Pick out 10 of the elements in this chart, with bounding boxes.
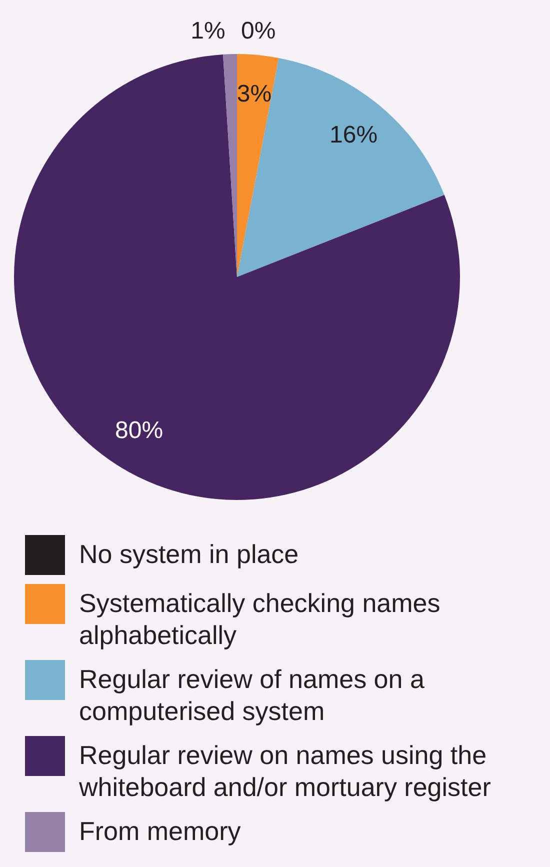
- text: 0%: [241, 18, 276, 45]
- legend-label: No system in place: [79, 538, 299, 570]
- data-label: 16%: [330, 122, 378, 149]
- legend-label: Regular review of names on a computerised system: [79, 663, 426, 727]
- legend-label: Systematically checking names alphabetically: [79, 587, 442, 651]
- legend-label: Regular review on names using the whiteboard and/or mortuary register: [79, 739, 492, 803]
- data-label: 1%: [190, 18, 226, 45]
- legend-label: From memory: [79, 815, 241, 847]
- data-label: 3%: [236, 80, 272, 108]
- data-label: 80%: [114, 417, 164, 444]
